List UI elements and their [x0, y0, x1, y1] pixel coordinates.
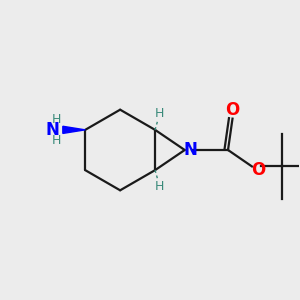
- Text: H: H: [52, 113, 62, 126]
- Text: N: N: [45, 121, 59, 139]
- Text: O: O: [225, 101, 240, 119]
- Text: H: H: [155, 180, 164, 193]
- Text: O: O: [251, 161, 266, 179]
- Text: H: H: [52, 134, 62, 147]
- Polygon shape: [63, 126, 85, 134]
- Text: N: N: [183, 141, 197, 159]
- Text: H: H: [155, 107, 164, 120]
